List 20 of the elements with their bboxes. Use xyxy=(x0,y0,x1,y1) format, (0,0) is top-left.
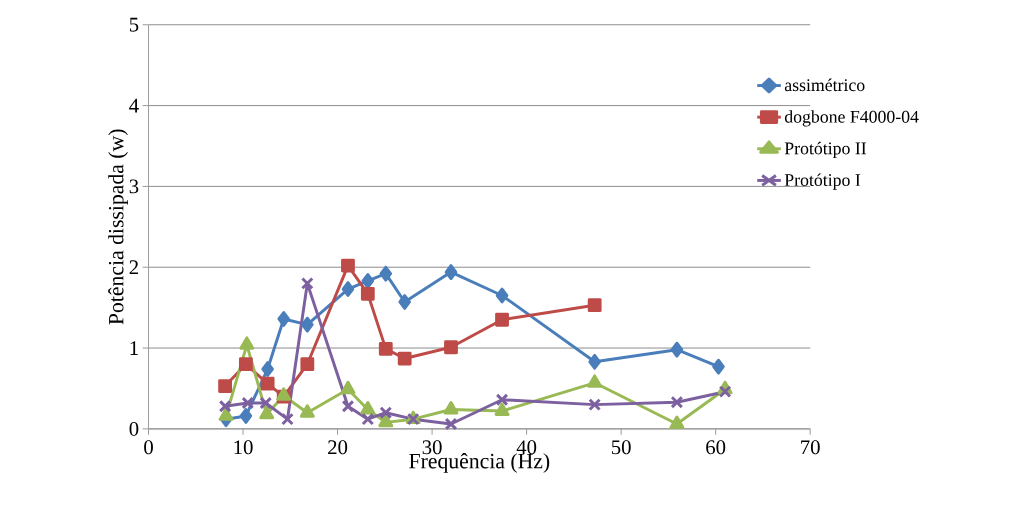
x-tick-label: 60 xyxy=(706,440,726,455)
x-tick-label: 0 xyxy=(144,440,153,455)
y-axis-title: Potência dissipada (w) xyxy=(108,129,128,325)
x-tick-label: 70 xyxy=(801,440,820,455)
legend-label: dogbone F4000-04 xyxy=(784,110,919,127)
x-tick-label: 20 xyxy=(328,440,348,455)
y-tick-label: 3 xyxy=(129,179,139,194)
legend-label: Protótipo I xyxy=(784,173,861,190)
x-tick-label: 50 xyxy=(611,440,631,455)
y-tick-label: 5 xyxy=(129,17,139,32)
x-tick-label: 10 xyxy=(234,440,253,455)
x-axis-title: Frequência (Hz) xyxy=(409,453,550,473)
legend-label: assimétrico xyxy=(784,78,865,92)
y-tick-label: 1 xyxy=(130,341,138,355)
x-tick-label: 40 xyxy=(516,440,537,455)
y-tick-label: 4 xyxy=(129,98,139,113)
x-tick-label: 30 xyxy=(422,440,442,455)
y-tick-label: 2 xyxy=(129,260,138,275)
legend-label: Protótipo II xyxy=(784,141,867,158)
y-tick-label: 0 xyxy=(129,421,139,436)
